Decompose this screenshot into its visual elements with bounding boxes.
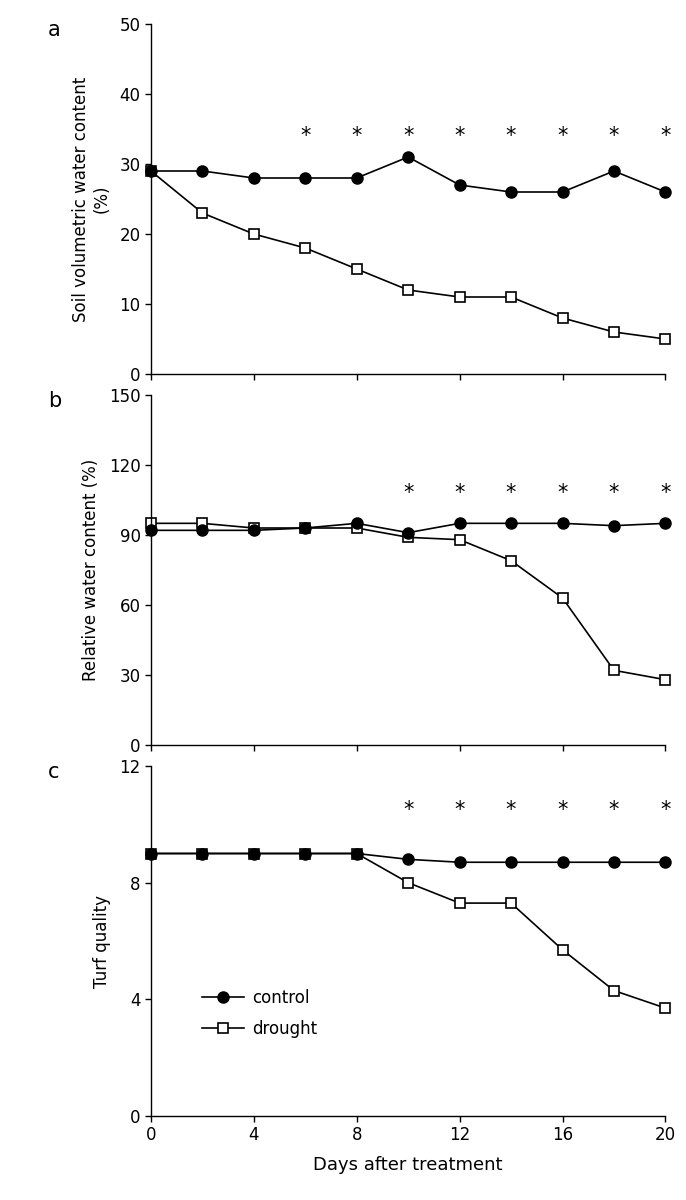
Y-axis label: Soil volumetric water content
(%): Soil volumetric water content (%)	[72, 77, 111, 322]
Text: c: c	[48, 762, 60, 782]
Text: *: *	[608, 482, 619, 503]
Text: *: *	[403, 799, 414, 820]
Text: *: *	[351, 126, 362, 146]
Text: *: *	[557, 126, 568, 146]
Text: *: *	[608, 799, 619, 820]
Text: *: *	[403, 126, 414, 146]
Text: *: *	[454, 482, 465, 503]
Text: *: *	[660, 482, 671, 503]
Text: *: *	[506, 799, 517, 820]
Y-axis label: Relative water content (%): Relative water content (%)	[82, 458, 100, 682]
Text: *: *	[454, 799, 465, 820]
Text: *: *	[660, 126, 671, 146]
X-axis label: Days after treatment: Days after treatment	[314, 1156, 503, 1174]
Text: a: a	[48, 20, 61, 41]
Text: *: *	[557, 799, 568, 820]
Text: *: *	[403, 482, 414, 503]
Text: *: *	[608, 126, 619, 146]
Text: *: *	[300, 126, 311, 146]
Y-axis label: Turf quality: Turf quality	[93, 894, 111, 988]
Text: *: *	[557, 482, 568, 503]
Text: *: *	[660, 799, 671, 820]
Text: *: *	[506, 482, 517, 503]
Legend: control, drought: control, drought	[196, 982, 324, 1045]
Text: *: *	[454, 126, 465, 146]
Text: *: *	[506, 126, 517, 146]
Text: b: b	[48, 391, 61, 412]
